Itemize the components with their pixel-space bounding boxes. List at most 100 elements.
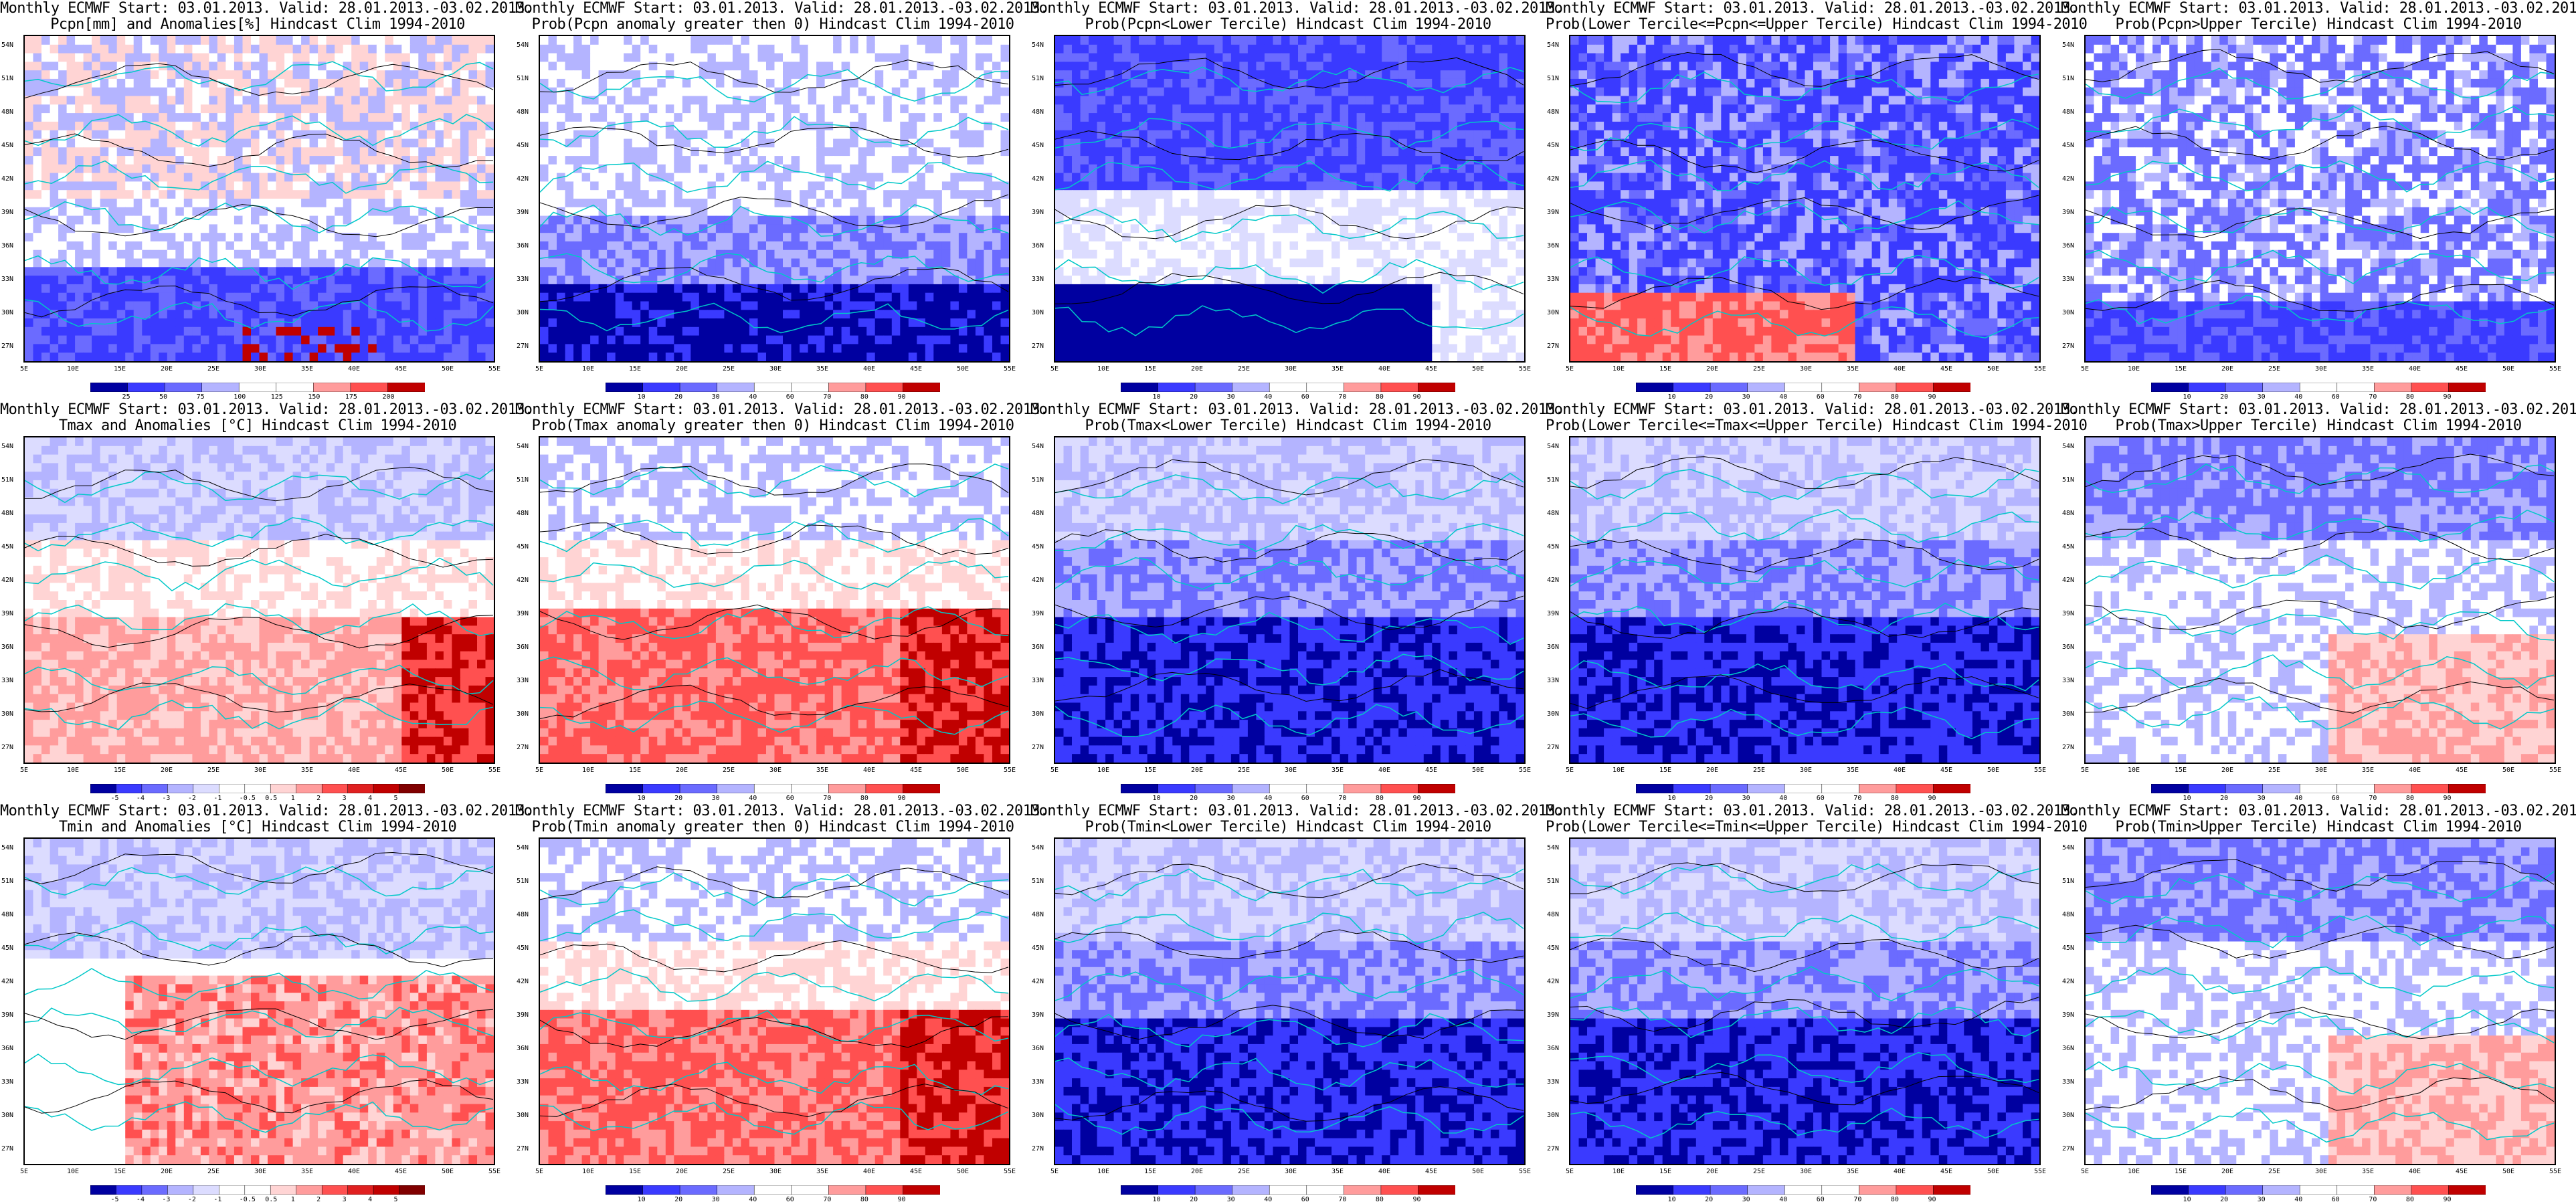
longitude-tick-label: 30E xyxy=(1800,365,1812,373)
panel-title: Prob(Tmin>Upper Tercile) Hindcast Clim 1… xyxy=(2061,819,2576,836)
longitude-tick-label: 50E xyxy=(1472,1168,1484,1175)
colorbar-tick-label: 2 xyxy=(316,1196,320,1203)
colorbar-tick-label: -0.5 xyxy=(240,795,256,802)
longitude-tick-label: 25E xyxy=(723,365,735,373)
latitude-tick-label: 39N xyxy=(1,1011,13,1019)
colorbar-tick-label: 30 xyxy=(712,795,720,802)
longitude-tick-label: 15E xyxy=(629,365,641,373)
colorbar-tick-label: 40 xyxy=(1264,795,1272,802)
longitude-tick-label: 50E xyxy=(442,767,454,774)
colorbar-tick-label: 20 xyxy=(1705,393,1713,401)
longitude-tick-label: 25E xyxy=(1238,1168,1250,1175)
colorbar-tick-label: 4 xyxy=(368,1196,372,1203)
colorbar-tick-label: 5 xyxy=(394,1196,398,1203)
latitude-tick-label: 42N xyxy=(1032,175,1044,183)
colorbar-tick-label: -1 xyxy=(213,1196,221,1203)
colorbar-tick-label: 75 xyxy=(197,393,205,401)
longitude-tick-label: 35E xyxy=(1331,767,1344,774)
longitude-tick-label: 30E xyxy=(1800,1168,1812,1175)
longitude-tick-label: 30E xyxy=(769,767,781,774)
latitude-tick-label: 27N xyxy=(1032,744,1044,751)
latitude-tick-label: 33N xyxy=(1032,677,1044,684)
latitude-tick-label: 42N xyxy=(1,978,13,985)
forecast-map xyxy=(23,35,495,363)
longitude-tick-label: 5E xyxy=(535,767,543,774)
panel-header: Monthly ECMWF Start: 03.01.2013. Valid: … xyxy=(0,0,533,17)
latitude-tick-label: 30N xyxy=(1547,710,1559,718)
latitude-tick-label: 48N xyxy=(2062,510,2074,517)
latitude-tick-label: 36N xyxy=(1,242,13,249)
longitude-tick-label: 55E xyxy=(488,1168,500,1175)
latitude-tick-label: 36N xyxy=(517,643,529,651)
latitude-tick-label: 36N xyxy=(2062,242,2074,249)
longitude-tick-label: 55E xyxy=(2034,1168,2046,1175)
latitude-tick-label: 33N xyxy=(1032,276,1044,283)
map-panel: Monthly ECMWF Start: 03.01.2013. Valid: … xyxy=(1030,401,1564,803)
panel-header: Monthly ECMWF Start: 03.01.2013. Valid: … xyxy=(1546,803,2079,820)
latitude-tick-label: 42N xyxy=(1547,175,1559,183)
map-field xyxy=(25,437,494,763)
panel-header: Monthly ECMWF Start: 03.01.2013. Valid: … xyxy=(1030,0,1564,17)
latitude-tick-label: 33N xyxy=(1547,1078,1559,1086)
longitude-tick-label: 30E xyxy=(1285,365,1297,373)
colorbar-tick-label: 60 xyxy=(2332,393,2340,401)
map-panel: Monthly ECMWF Start: 03.01.2013. Valid: … xyxy=(1546,401,2088,803)
longitude-tick-label: 20E xyxy=(1191,767,1203,774)
latitude-tick-label: 27N xyxy=(517,1145,529,1152)
longitude-tick-label: 10E xyxy=(582,365,594,373)
longitude-tick-label: 25E xyxy=(723,1168,735,1175)
longitude-tick-label: 10E xyxy=(2128,1168,2140,1175)
longitude-tick-label: 45E xyxy=(910,1168,922,1175)
longitude-tick-label: 20E xyxy=(161,1168,173,1175)
colorbar-tick-label: 150 xyxy=(308,393,320,401)
colorbar-tick-label: 30 xyxy=(1227,393,1235,401)
latitude-tick-label: 27N xyxy=(1,1145,13,1152)
colorbar xyxy=(90,383,425,392)
longitude-tick-label: 5E xyxy=(1566,767,1574,774)
latitude-tick-label: 51N xyxy=(517,75,529,82)
latitude-tick-label: 54N xyxy=(1032,844,1044,851)
latitude-tick-label: 30N xyxy=(2062,309,2074,316)
latitude-tick-label: 45N xyxy=(2062,543,2074,550)
longitude-tick-label: 25E xyxy=(2268,1168,2280,1175)
longitude-tick-label: 55E xyxy=(2549,1168,2561,1175)
colorbar-tick-label: 20 xyxy=(1705,1196,1713,1203)
longitude-tick-label: 45E xyxy=(2456,1168,2468,1175)
map-panel: Monthly ECMWF Start: 03.01.2013. Valid: … xyxy=(2061,803,2576,1204)
panel-title: Prob(Tmax<Lower Tercile) Hindcast Clim 1… xyxy=(1030,417,1546,435)
colorbar-tick-label: 4 xyxy=(368,795,372,802)
colorbar-tick-label: 70 xyxy=(2369,393,2377,401)
colorbar-tick-label: 70 xyxy=(1338,795,1346,802)
panel-title: Tmax and Anomalies [°C] Hindcast Clim 19… xyxy=(0,417,515,435)
latitude-tick-label: 33N xyxy=(517,1078,529,1086)
longitude-tick-label: 55E xyxy=(1519,767,1531,774)
colorbar-tick-label: 60 xyxy=(1301,795,1309,802)
colorbar-tick-label: 200 xyxy=(382,393,394,401)
panel-header: Monthly ECMWF Start: 03.01.2013. Valid: … xyxy=(515,401,1048,419)
longitude-tick-label: 35E xyxy=(1847,365,1859,373)
colorbar-tick-label: 10 xyxy=(1153,1196,1161,1203)
latitude-tick-label: 39N xyxy=(1547,1011,1559,1019)
colorbar-tick-label: -3 xyxy=(162,795,170,802)
latitude-tick-label: 48N xyxy=(1,911,13,918)
longitude-tick-label: 50E xyxy=(442,1168,454,1175)
latitude-tick-label: 27N xyxy=(1547,744,1559,751)
map-panel: Monthly ECMWF Start: 03.01.2013. Valid: … xyxy=(1030,803,1564,1204)
latitude-tick-label: 30N xyxy=(1547,309,1559,316)
longitude-tick-label: 15E xyxy=(1144,767,1156,774)
longitude-tick-label: 40E xyxy=(1894,365,1906,373)
longitude-tick-label: 45E xyxy=(395,767,407,774)
longitude-tick-label: 20E xyxy=(161,767,173,774)
map-field xyxy=(540,36,1009,361)
longitude-tick-label: 25E xyxy=(1753,365,1765,373)
colorbar-tick-label: 20 xyxy=(2220,1196,2228,1203)
colorbar xyxy=(1636,383,1970,392)
colorbar-tick-label: 60 xyxy=(786,393,794,401)
colorbar-tick-label: -5 xyxy=(110,795,118,802)
longitude-tick-label: 45E xyxy=(910,767,922,774)
latitude-tick-label: 36N xyxy=(1547,1045,1559,1052)
panel-title: Prob(Lower Tercile<=Pcpn<=Upper Tercile)… xyxy=(1546,16,2088,33)
latitude-tick-label: 48N xyxy=(517,911,529,918)
longitude-tick-label: 40E xyxy=(348,1168,360,1175)
colorbar-tick-label: 70 xyxy=(1853,393,1861,401)
